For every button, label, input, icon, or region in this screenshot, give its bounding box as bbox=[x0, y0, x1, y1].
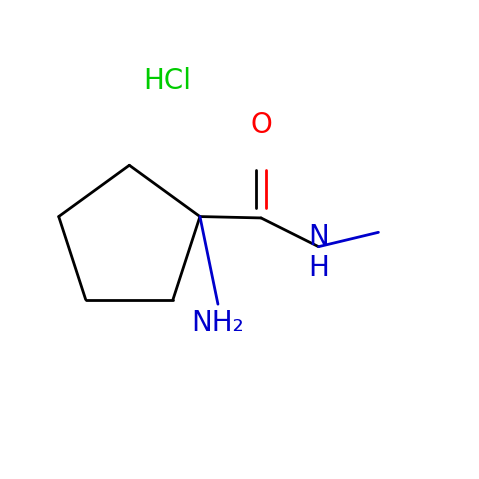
Text: O: O bbox=[250, 111, 272, 138]
Text: H: H bbox=[308, 254, 329, 282]
Text: N: N bbox=[308, 223, 329, 251]
Text: HCl: HCl bbox=[144, 68, 192, 95]
Text: NH₂: NH₂ bbox=[192, 309, 244, 337]
